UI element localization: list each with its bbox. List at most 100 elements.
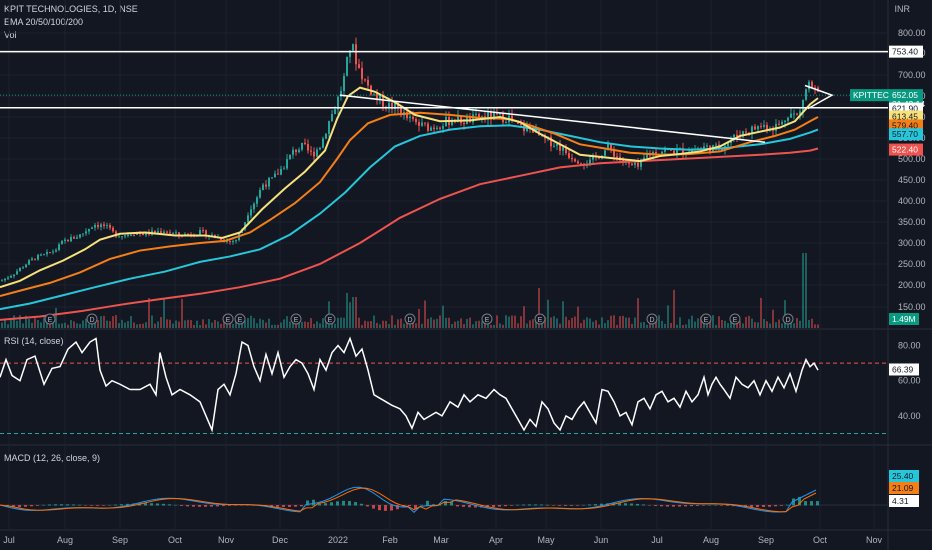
volume-bar <box>343 317 345 328</box>
candle-body <box>802 99 804 112</box>
volume-bar <box>481 321 483 328</box>
volume-bar <box>283 319 285 328</box>
candle-body <box>475 113 477 115</box>
volume-legend[interactable]: Vol <box>4 30 17 40</box>
volume-bar <box>622 315 624 328</box>
macd-histogram-bar <box>786 504 789 506</box>
volume-bar <box>457 320 459 328</box>
event-marker[interactable] <box>646 313 658 325</box>
volume-bar <box>82 320 84 328</box>
candle-body <box>352 44 354 51</box>
macd-histogram-bar <box>504 505 507 507</box>
volume-bar <box>109 321 111 328</box>
event-marker[interactable] <box>234 313 246 325</box>
volume-bar <box>592 321 594 328</box>
volume-bar <box>646 324 648 328</box>
volume-bar <box>124 322 126 328</box>
candle-body <box>79 234 81 238</box>
macd-histogram-bar <box>54 504 57 506</box>
volume-bar <box>505 315 507 328</box>
event-marker[interactable] <box>290 313 302 325</box>
ema-legend[interactable]: EMA 20/50/100/200 <box>4 17 84 27</box>
macd-histogram-bar <box>540 504 543 506</box>
candle-body <box>340 91 342 97</box>
volume-bar <box>670 322 672 328</box>
candle-body <box>745 131 747 133</box>
macd-histogram-bar <box>492 505 495 508</box>
drawings <box>0 50 888 143</box>
candle-body <box>346 56 348 76</box>
macd-histogram-bar <box>474 505 477 508</box>
macd-histogram-bar <box>360 503 363 506</box>
candle-body <box>400 107 402 116</box>
macd-value-label: 21.09 <box>892 483 914 493</box>
candle-body <box>556 144 558 146</box>
triangle-pattern[interactable] <box>804 84 834 110</box>
macd-histogram-bar <box>630 503 633 506</box>
event-marker[interactable] <box>700 313 712 325</box>
candle-body <box>304 142 306 144</box>
volume-bar <box>613 315 615 328</box>
macd-histogram-bar <box>162 503 165 506</box>
price-tick-label: 800.00 <box>898 28 926 38</box>
event-marker[interactable] <box>534 313 546 325</box>
candle-body <box>178 232 180 236</box>
volume-bar <box>451 323 453 328</box>
macd-histogram-bar <box>18 505 21 508</box>
candle-body <box>487 112 489 120</box>
volume-bar <box>472 324 474 328</box>
candle-body <box>49 252 51 254</box>
candle-body <box>235 240 237 242</box>
volume-bar <box>421 323 423 328</box>
event-marker[interactable] <box>481 313 493 325</box>
price-badge <box>889 45 923 58</box>
volume-bar <box>385 320 387 328</box>
candle-body <box>412 116 414 119</box>
volume-bar <box>286 316 288 328</box>
candle-body <box>106 225 108 227</box>
trend-line[interactable] <box>339 94 766 143</box>
volume-bar <box>55 307 57 328</box>
macd-histogram-bar <box>546 504 549 506</box>
candle-body <box>616 156 618 158</box>
price-tick-label: 450.00 <box>898 175 926 185</box>
symbol-badge[interactable] <box>850 89 890 102</box>
event-marker[interactable] <box>324 313 336 325</box>
candle-body <box>463 122 465 125</box>
volume-bar <box>508 316 510 328</box>
volume-bar <box>556 318 558 328</box>
candle-body <box>85 231 87 234</box>
volume-bar <box>706 323 708 328</box>
volume-bar <box>547 299 549 328</box>
event-marker[interactable] <box>44 313 56 325</box>
volume-bar <box>751 318 753 328</box>
volume-bar <box>187 319 189 328</box>
volume-bar <box>739 321 741 328</box>
candle-body <box>382 95 384 107</box>
macd-histogram-bar <box>444 501 447 506</box>
price-labels: 753.40KPITTECH652.0501:43:14621.90613.45… <box>850 45 925 325</box>
volume-bar <box>214 320 216 328</box>
volume-bar <box>190 320 192 328</box>
event-marker[interactable] <box>86 313 98 325</box>
event-marker[interactable] <box>782 313 794 325</box>
event-marker[interactable] <box>404 313 416 325</box>
candle-body <box>31 258 33 261</box>
volume-bar <box>511 315 513 328</box>
candle-body <box>715 144 717 146</box>
volume-bar <box>595 320 597 328</box>
volume-bar <box>370 321 372 328</box>
price-badge-label: 613.45 <box>892 112 918 122</box>
volume-bar <box>643 321 645 328</box>
event-marker[interactable] <box>729 313 741 325</box>
candle-body <box>391 102 393 110</box>
volume-bar <box>631 323 633 328</box>
candle-body <box>550 136 552 147</box>
volume-bar <box>247 317 249 328</box>
macd-histogram-bar <box>636 503 639 506</box>
candle-body <box>199 230 201 236</box>
event-marker[interactable] <box>222 313 234 325</box>
time-tick-label: Apr <box>489 535 503 545</box>
